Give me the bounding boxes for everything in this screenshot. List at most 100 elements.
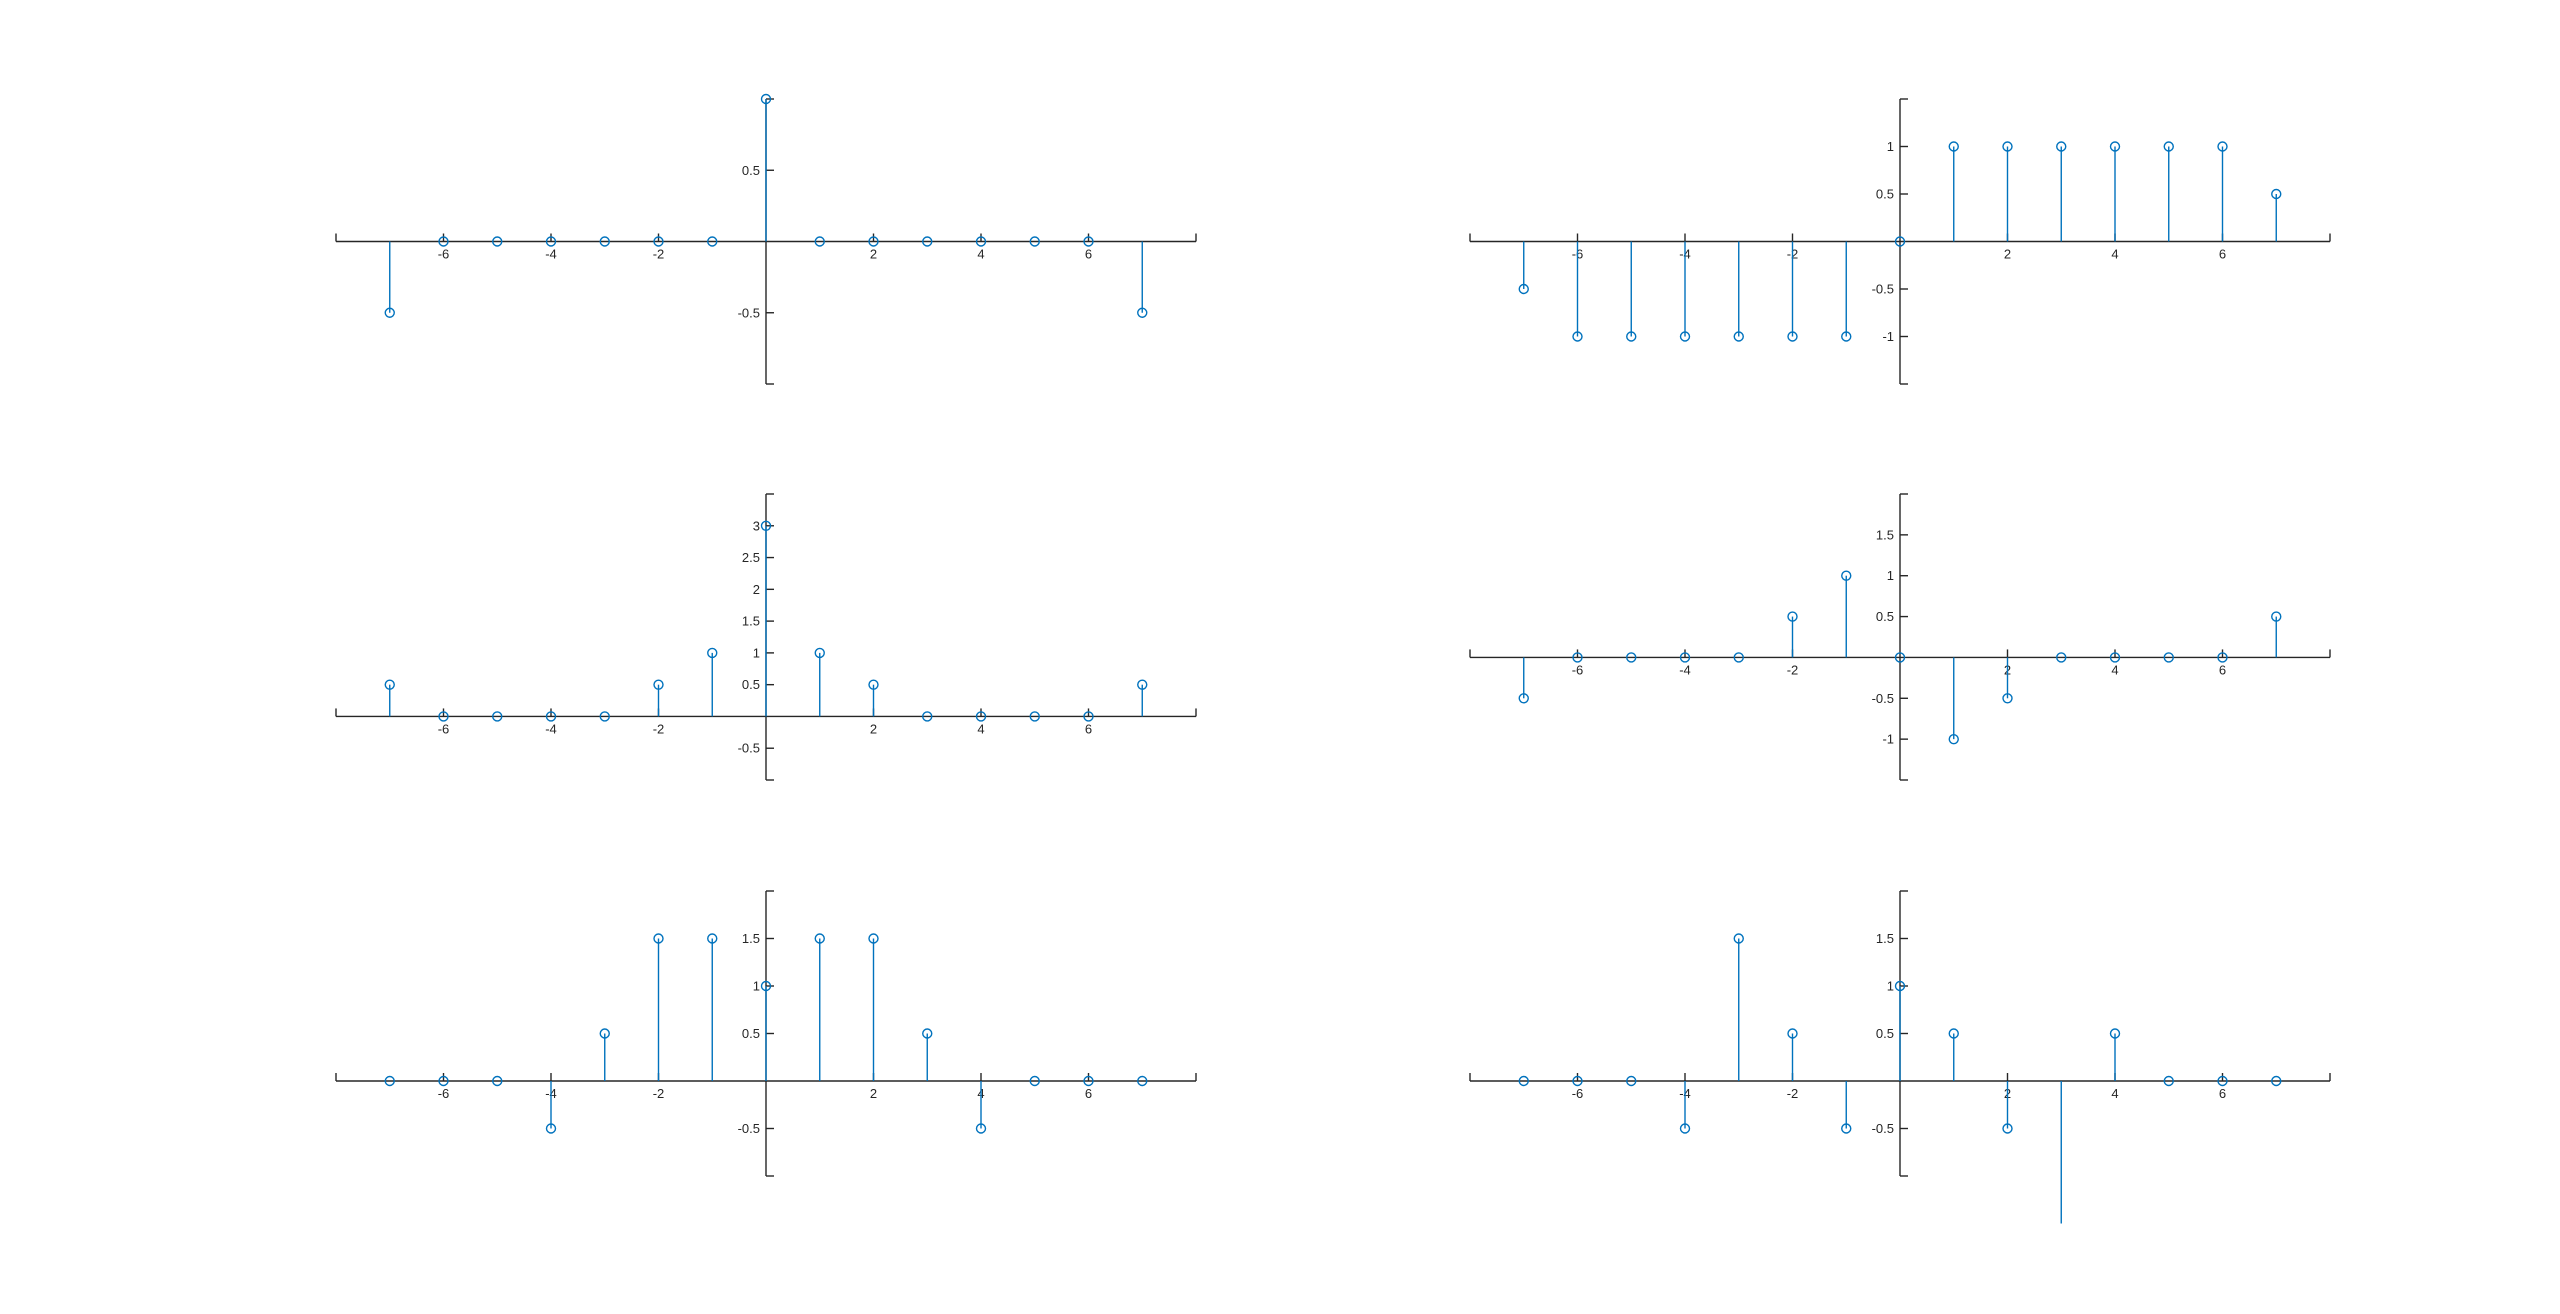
stem-marker bbox=[2163, 652, 2174, 663]
stem-marker bbox=[868, 679, 879, 690]
y-tick-label: -0.5 bbox=[738, 305, 760, 320]
stem-marker bbox=[2217, 1075, 2228, 1087]
stem-marker bbox=[438, 711, 449, 722]
stem-marker bbox=[1572, 652, 1583, 663]
stem-marker bbox=[492, 1075, 503, 1087]
x-tick-label: 2 bbox=[2004, 247, 2011, 262]
stem-marker bbox=[2163, 141, 2174, 152]
stem-marker bbox=[1894, 652, 1906, 663]
stem-marker bbox=[384, 307, 395, 318]
stem-marker bbox=[975, 236, 987, 247]
x-tick-label: 6 bbox=[1085, 1086, 1092, 1101]
stem-marker bbox=[760, 93, 772, 105]
x-tick-label: -6 bbox=[1572, 1086, 1584, 1101]
subplot-top-left: -6 -4 -2 2 4 6 -0.5 0.5 bbox=[335, 93, 1197, 385]
x-tick-label: 4 bbox=[2111, 662, 2118, 677]
stem-marker bbox=[707, 236, 718, 247]
stem-marker bbox=[2109, 141, 2121, 152]
y-tick-label: 0.5 bbox=[1876, 609, 1894, 624]
y-tick-label: 2 bbox=[753, 582, 760, 597]
y-tick-label: 0.5 bbox=[742, 677, 760, 692]
y-tick-label: -0.5 bbox=[1872, 691, 1894, 706]
x-tick-label: 6 bbox=[1085, 721, 1092, 736]
stem-marker bbox=[1787, 611, 1798, 622]
y-tick-label: -0.5 bbox=[1872, 1121, 1894, 1136]
stem-marker bbox=[1572, 1075, 1583, 1087]
y-tick-label: -0.5 bbox=[1872, 282, 1894, 297]
x-tick-label: -4 bbox=[545, 721, 557, 736]
stem-marker bbox=[2109, 1028, 2121, 1039]
stem-marker bbox=[1029, 1075, 1040, 1087]
stem-marker bbox=[2002, 141, 2013, 152]
stem-marker bbox=[384, 1075, 395, 1087]
stem-marker bbox=[1679, 331, 1691, 342]
stem-marker bbox=[1626, 1075, 1637, 1087]
stem-marker bbox=[1029, 711, 1040, 722]
stem-marker bbox=[653, 679, 664, 690]
x-tick-label: -2 bbox=[653, 1086, 665, 1101]
x-tick-label: -6 bbox=[438, 721, 450, 736]
stem-marker bbox=[2217, 652, 2228, 663]
stem-marker bbox=[1894, 236, 1906, 247]
stem-marker bbox=[492, 236, 503, 247]
x-tick-label: 6 bbox=[1085, 247, 1092, 262]
x-tick-label: -2 bbox=[1787, 1086, 1799, 1101]
stem-marker bbox=[492, 711, 503, 722]
x-tick-label: 2 bbox=[870, 721, 877, 736]
stem-marker bbox=[1083, 711, 1094, 722]
stem-marker bbox=[2217, 141, 2228, 152]
stem-marker bbox=[2271, 1075, 2282, 1087]
stem-marker bbox=[2002, 1123, 2013, 1134]
stem-marker bbox=[1137, 307, 1148, 318]
y-tick-label: -0.5 bbox=[738, 1121, 760, 1136]
stem-marker bbox=[1572, 331, 1583, 342]
stem-marker bbox=[922, 1028, 933, 1039]
x-tick-label: -6 bbox=[438, 247, 450, 262]
stem-marker bbox=[707, 933, 718, 944]
x-tick-label: 6 bbox=[2219, 662, 2226, 677]
y-tick-label: 2.5 bbox=[742, 550, 760, 565]
stem-marker bbox=[1029, 236, 1040, 247]
stem-marker bbox=[814, 647, 825, 659]
y-tick-label: 1 bbox=[1887, 139, 1894, 154]
stem-marker bbox=[545, 1123, 557, 1134]
y-tick-label: 1 bbox=[1887, 568, 1894, 583]
stem-marker bbox=[760, 520, 772, 531]
stem-marker bbox=[1841, 570, 1852, 581]
stem-marker bbox=[438, 236, 449, 247]
stem-marker bbox=[1518, 1075, 1529, 1087]
x-tick-label: 6 bbox=[2219, 247, 2226, 262]
stem-marker bbox=[1518, 283, 1529, 295]
stem-marker bbox=[1787, 331, 1798, 342]
x-tick-label: -2 bbox=[653, 721, 665, 736]
subplot-middle-left: -6 -4 -2 2 4 6 -0.5 0.5 1 1.5 2 2.5 3 bbox=[335, 493, 1197, 781]
stem-marker bbox=[1518, 693, 1529, 704]
stem-marker bbox=[653, 236, 664, 247]
subplot-top-right: -6 -4 -2 2 4 6-1-0.50.51 bbox=[1469, 98, 2331, 385]
stem-marker bbox=[1626, 331, 1637, 342]
y-tick-label: 1.5 bbox=[1876, 931, 1894, 946]
stem-marker bbox=[2056, 141, 2067, 152]
stem-marker bbox=[1679, 652, 1691, 663]
stem-marker bbox=[2002, 693, 2013, 704]
y-tick-label: 1.5 bbox=[742, 614, 760, 629]
x-tick-label: 2 bbox=[870, 1086, 877, 1101]
y-tick-label: 0.5 bbox=[1876, 1026, 1894, 1041]
x-tick-label: -2 bbox=[1787, 662, 1799, 677]
stem-marker bbox=[922, 236, 933, 247]
stem-marker bbox=[1894, 980, 1906, 992]
stem-marker bbox=[1626, 652, 1637, 663]
stem-marker bbox=[1083, 1075, 1094, 1087]
stem-marker bbox=[707, 647, 718, 659]
stem-marker bbox=[760, 980, 772, 992]
stem-marker bbox=[1733, 933, 1744, 944]
x-tick-label: 2 bbox=[870, 247, 877, 262]
y-tick-label: 1 bbox=[753, 979, 760, 994]
y-tick-label: 0.5 bbox=[742, 1026, 760, 1041]
y-tick-label: 1 bbox=[753, 645, 760, 660]
y-tick-label: 3 bbox=[753, 518, 760, 533]
